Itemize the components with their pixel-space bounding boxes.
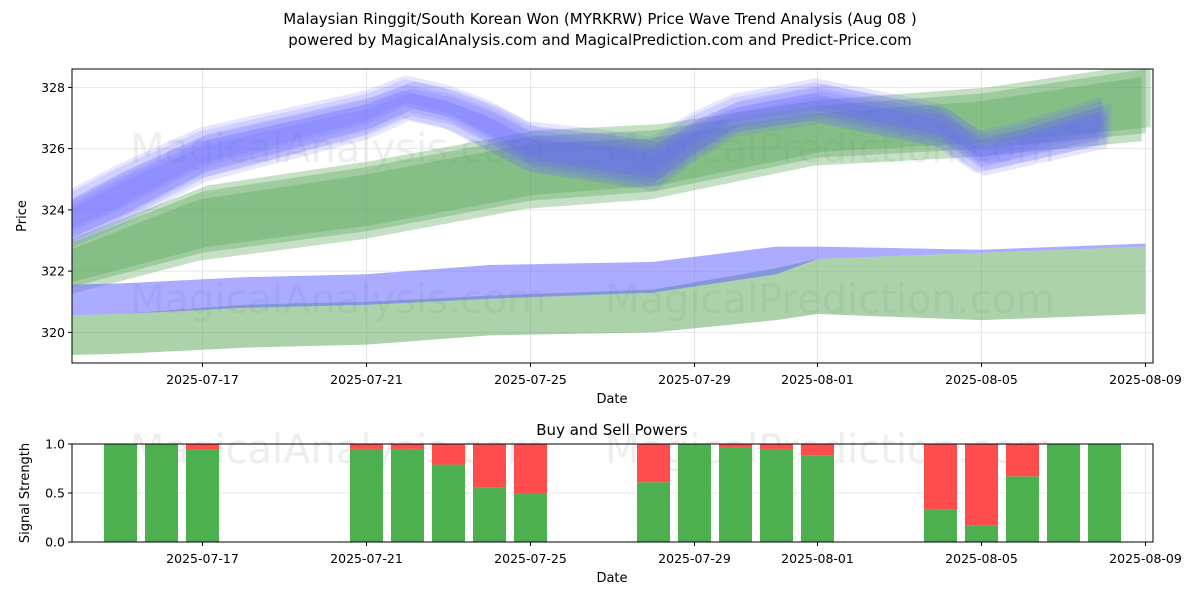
price-x-tick-label: 2025-07-29 (658, 372, 731, 387)
signal-y-tick-label: 0.5 (45, 486, 65, 501)
sell-bar (637, 444, 670, 483)
sell-bar (514, 444, 547, 493)
price-band-blue-band-upper (72, 88, 1109, 244)
buy-bar (1047, 444, 1080, 542)
signal-y-tick-label: 1.0 (45, 437, 65, 452)
sell-bar (760, 444, 793, 449)
price-band-green-band-upper (72, 69, 1146, 287)
buy-bar (801, 455, 834, 542)
buy-bar (678, 444, 711, 542)
signal-chart-title: Buy and Sell Powers (536, 421, 688, 439)
chart-subtitle: powered by MagicalAnalysis.com and Magic… (288, 31, 912, 49)
price-y-tick-label: 324 (41, 202, 65, 217)
signal-y-tick-label: 0.0 (45, 535, 65, 550)
buy-bar (432, 464, 465, 542)
buy-bar (186, 449, 219, 542)
price-band-green-band-upper (72, 69, 1151, 283)
buy-bar (1006, 476, 1039, 542)
sell-bar (391, 444, 424, 449)
buy-bar (924, 509, 957, 542)
price-y-tick-label: 328 (41, 80, 65, 95)
signal-x-tick-label: 2025-07-17 (166, 551, 239, 566)
signal-x-tick-label: 2025-08-01 (781, 551, 854, 566)
price-band-green-band-lower (72, 246, 1146, 356)
signal-bars (104, 444, 1121, 542)
signal-x-tick-label: 2025-07-29 (658, 551, 731, 566)
buy-bar (719, 447, 752, 542)
buy-bar (965, 525, 998, 542)
price-band-blue-band-lower (72, 243, 1146, 316)
price-band-green-band-upper (72, 77, 1142, 294)
price-band-blue-band-upper (72, 84, 1105, 238)
price-band-blue-band-upper (72, 93, 1107, 248)
sell-bar (965, 444, 998, 526)
buy-bar (473, 487, 506, 542)
sell-bar (473, 444, 506, 488)
price-x-tick-label: 2025-07-25 (494, 372, 567, 387)
sell-bar (186, 444, 219, 450)
chart-title: Malaysian Ringgit/South Korean Won (MYRK… (283, 10, 917, 28)
price-plot-frame (71, 68, 1154, 364)
buy-bar (1088, 444, 1121, 542)
price-band-blue-band-upper (72, 79, 1102, 232)
price-band-blue-band-upper (72, 90, 1099, 242)
sell-bar (719, 444, 752, 448)
price-bands (72, 69, 1151, 356)
price-x-label: Date (596, 392, 627, 407)
signal-x-tick-label: 2025-08-05 (945, 551, 1018, 566)
sell-bar (801, 444, 834, 456)
price-axis-ticks: 320 322 324 326 328 2025-07-17 2025-07-21 2025-… (41, 80, 1182, 387)
buy-bar (104, 444, 137, 542)
sell-bar (350, 444, 383, 449)
price-band-blue-band-upper (72, 81, 1112, 238)
signal-x-tick-label: 2025-07-21 (330, 551, 403, 566)
signal-axis-ticks: 0.0 0.5 1.0 2025-07-17 2025-07-21 2025-07-25 2… (45, 437, 1182, 567)
price-x-tick-label: 2025-07-17 (166, 372, 239, 387)
price-y-tick-label: 326 (41, 141, 65, 156)
price-y-label: Price (15, 200, 30, 232)
sell-bar (432, 444, 465, 465)
price-x-tick-label: 2025-07-21 (330, 372, 403, 387)
sell-bar (1006, 444, 1039, 477)
signal-y-label: Signal Strength (18, 443, 33, 543)
buy-bar (760, 448, 793, 542)
sell-bar (924, 444, 957, 510)
price-x-tick-label: 2025-08-01 (781, 372, 854, 387)
buy-bar (637, 482, 670, 542)
buy-bar (514, 493, 547, 542)
signal-x-label: Date (596, 571, 627, 586)
price-y-tick-label: 320 (41, 325, 65, 340)
buy-bar (145, 444, 178, 542)
price-y-tick-label: 322 (41, 264, 65, 279)
price-x-tick-label: 2025-08-09 (1109, 372, 1182, 387)
buy-bar (350, 448, 383, 542)
buy-bar (391, 448, 424, 542)
price-band-blue-band-upper (72, 75, 1103, 228)
price-x-tick-label: 2025-08-05 (945, 372, 1018, 387)
signal-x-tick-label: 2025-08-09 (1109, 551, 1182, 566)
signal-x-tick-label: 2025-07-25 (494, 551, 567, 566)
